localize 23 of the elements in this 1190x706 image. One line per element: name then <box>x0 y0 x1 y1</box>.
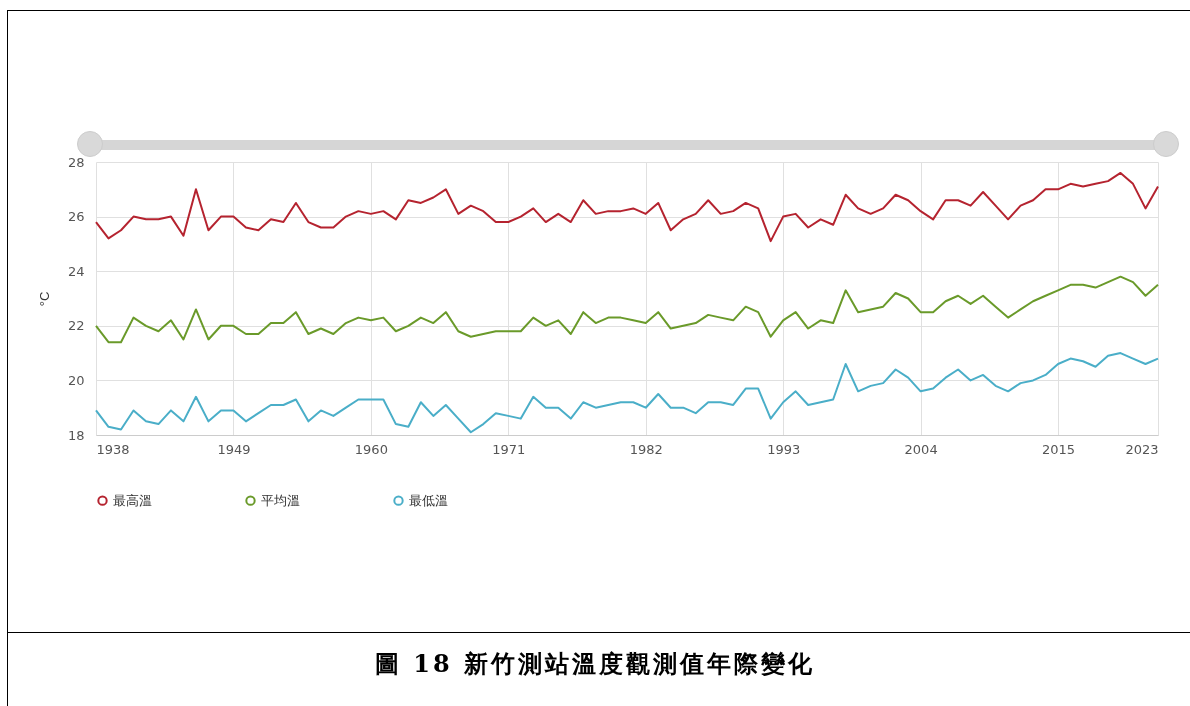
y-tick-label: 24 <box>67 263 85 279</box>
line-series <box>95 275 1159 344</box>
legend-label: 最低溫 <box>409 492 448 508</box>
y-tick-label: 20 <box>67 372 85 388</box>
x-tick-label: 1960 <box>354 441 388 457</box>
x-tick-label: 2023 <box>1125 441 1159 457</box>
x-tick-label: 1982 <box>629 441 663 457</box>
y-tick-label: 18 <box>67 427 85 443</box>
y-tick-label: 26 <box>67 209 85 225</box>
x-tick-label: 1949 <box>217 441 251 457</box>
x-tick-label: 2004 <box>904 441 938 457</box>
x-tick-label: 1971 <box>492 441 526 457</box>
text: 圖 18 新竹測站溫度觀測值年際變化 <box>373 648 817 680</box>
x-tick-label: 1993 <box>767 441 801 457</box>
x-tick-label: 2015 <box>1042 441 1076 457</box>
x-tick-label: 1938 <box>96 441 130 457</box>
y-axis-title: °C <box>36 291 52 307</box>
line-series <box>95 352 1159 434</box>
y-tick-label: 22 <box>67 318 85 334</box>
y-tick-label: 28 <box>67 154 85 170</box>
legend-label: 最高溫 <box>113 492 152 508</box>
legend-label: 平均溫 <box>261 492 300 508</box>
line-series <box>95 171 1159 243</box>
